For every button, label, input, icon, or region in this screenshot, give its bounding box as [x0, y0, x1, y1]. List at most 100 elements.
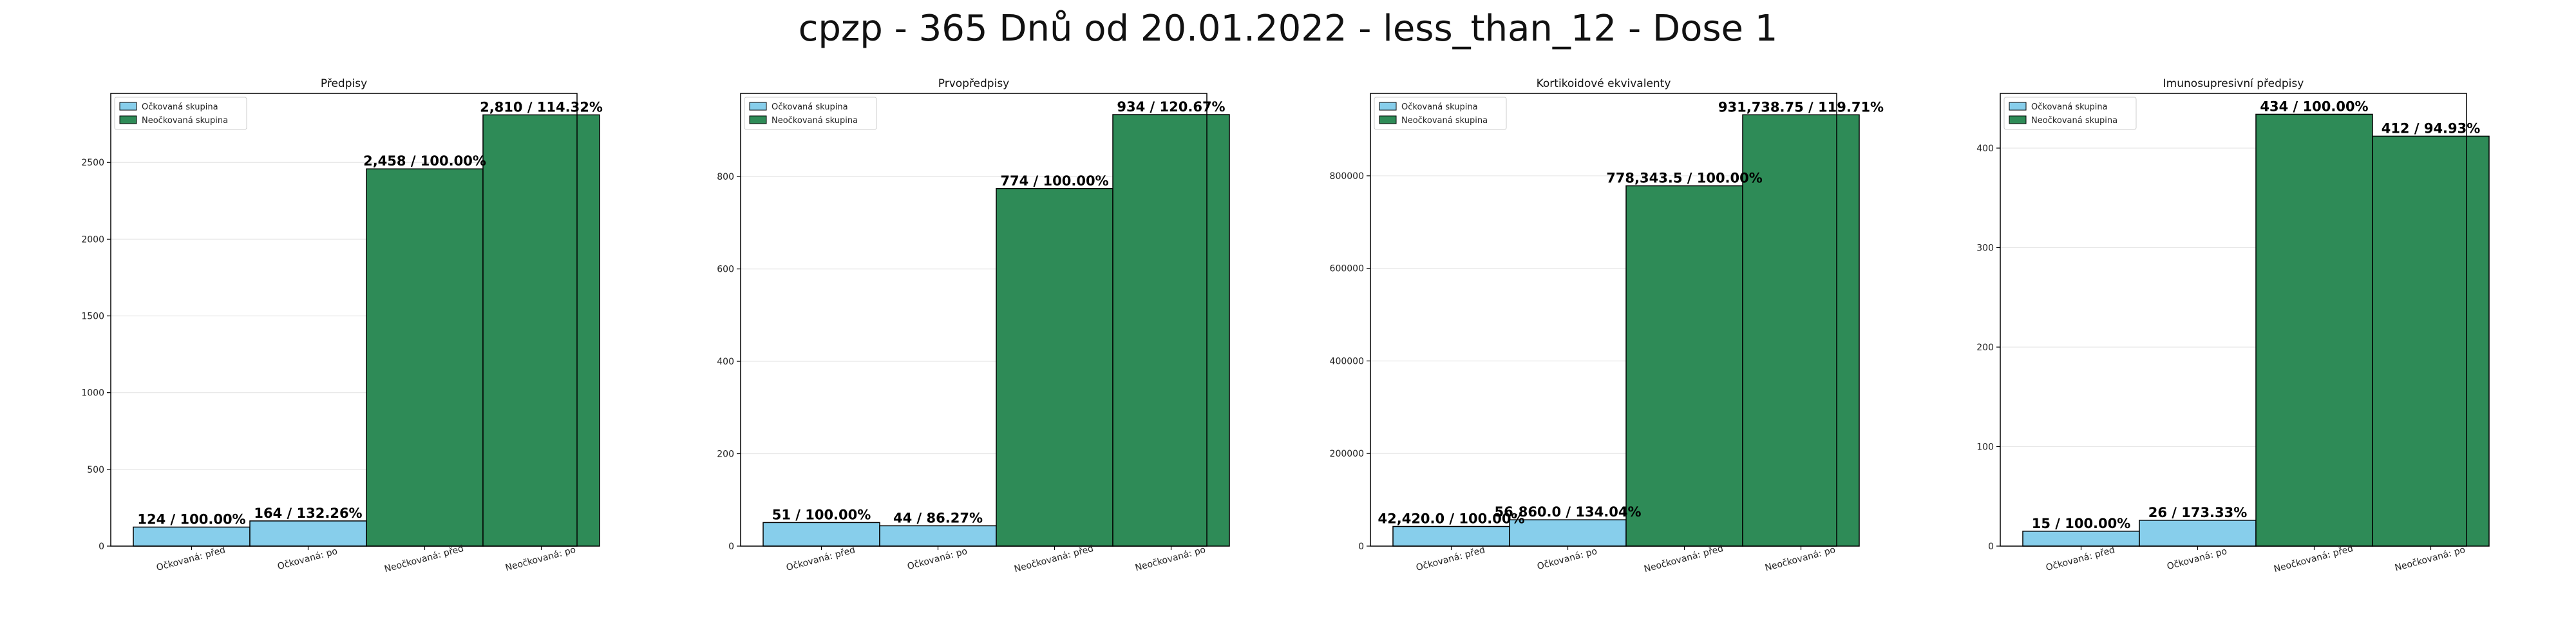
legend: Očkovaná skupina Neočkovaná skupina	[2003, 97, 2137, 130]
data-label: 412 / 94.93%	[2382, 120, 2481, 136]
y-tick-label: 400	[717, 357, 734, 367]
chart-title: Kortikoidové ekvivalenty	[1537, 77, 1671, 90]
legend-box	[114, 97, 247, 130]
axes-frame	[110, 93, 578, 547]
data-label: 931,738.75 / 119.71%	[1718, 99, 1884, 115]
axes-frame	[740, 93, 1208, 547]
bar	[1509, 519, 1627, 547]
x-tick-label: Neočkovaná: po	[504, 545, 577, 574]
y-tick-label: 0	[728, 542, 734, 552]
bar	[2022, 531, 2140, 547]
x-tick-label: Neočkovaná: před	[1643, 544, 1725, 574]
legend-swatch	[119, 102, 137, 111]
data-label: 51 / 100.00%	[772, 507, 871, 522]
y-tick-label: 0	[1358, 542, 1364, 552]
x-tick-label: Neočkovaná: po	[2394, 545, 2467, 574]
x-tick-label: Neočkovaná: po	[1134, 545, 1207, 574]
x-tick-label: Očkovaná: po	[2166, 546, 2228, 572]
bar	[482, 114, 600, 547]
data-label: 124 / 100.00%	[137, 511, 245, 527]
y-tick-label: 800	[717, 172, 734, 182]
y-tick-label: 200000	[1330, 449, 1364, 459]
axes-frame	[1370, 93, 1837, 547]
legend-label: Neočkovaná skupina	[1401, 116, 1488, 126]
data-label: 164 / 132.26%	[254, 506, 362, 521]
legend: Očkovaná skupina Neočkovaná skupina	[114, 97, 247, 130]
y-tick-label: 600	[717, 265, 734, 275]
legend-swatch	[2009, 115, 2027, 124]
x-tick-label: Neočkovaná: před	[1013, 544, 1095, 574]
chart-title: Předpisy	[321, 77, 367, 90]
legend-swatch	[1379, 102, 1397, 111]
legend-swatch	[749, 102, 767, 111]
y-tick-label: 200	[1976, 343, 1994, 353]
bar	[2255, 113, 2373, 547]
data-label: 774 / 100.00%	[1000, 173, 1108, 189]
legend-label: Očkovaná skupina	[772, 102, 848, 112]
x-tick-label: Očkovaná: před	[785, 545, 857, 573]
axes-frame	[2000, 93, 2467, 547]
data-label: 15 / 100.00%	[2032, 516, 2131, 531]
y-tick-label: 0	[99, 542, 104, 552]
figure-title: cpzp - 365 Dnů od 20.01.2022 - less_than…	[798, 8, 1778, 50]
y-tick-label: 1500	[81, 312, 104, 322]
y-tick-label: 500	[87, 465, 104, 475]
legend-swatch	[119, 115, 137, 124]
legend-label: Neočkovaná skupina	[772, 116, 858, 126]
bar	[1625, 185, 1743, 547]
data-label: 42,420.0 / 100.00%	[1378, 511, 1525, 527]
legend-label: Očkovaná skupina	[142, 102, 218, 112]
y-tick-label: 400	[1976, 144, 1994, 154]
data-label: 934 / 120.67%	[1117, 99, 1225, 115]
legend-swatch	[1379, 115, 1397, 124]
bar	[2372, 135, 2490, 547]
data-label: 56,860.0 / 134.04%	[1495, 504, 1642, 520]
bar	[366, 168, 484, 547]
x-tick-label: Neočkovaná: před	[2273, 544, 2354, 574]
chart-panel-4: 15 / 100.00% 26 / 173.33% 434 / 100.00% 412…	[1976, 77, 2490, 574]
bar	[249, 520, 367, 547]
x-tick-label: Očkovaná: po	[1536, 546, 1598, 572]
y-tick-label: 200	[717, 450, 734, 460]
data-label: 2,458 / 100.00%	[363, 153, 486, 169]
bar	[879, 525, 997, 547]
data-label: 44 / 86.27%	[893, 510, 983, 526]
x-tick-label: Očkovaná: po	[906, 546, 969, 572]
bar	[996, 188, 1113, 547]
legend-label: Očkovaná skupina	[2031, 102, 2108, 112]
data-label: 2,810 / 114.32%	[480, 99, 603, 115]
y-tick-label: 300	[1976, 243, 1994, 253]
bar	[1112, 114, 1230, 547]
legend-box	[2003, 97, 2137, 130]
legend: Očkovaná skupina Neočkovaná skupina	[1374, 97, 1507, 130]
data-label: 26 / 173.33%	[2148, 505, 2248, 520]
y-tick-label: 600000	[1330, 264, 1364, 274]
x-tick-label: Neočkovaná: před	[383, 544, 465, 574]
x-tick-label: Očkovaná: před	[155, 545, 227, 573]
legend-swatch	[2009, 102, 2027, 111]
chart-panel-2: 51 / 100.00% 44 / 86.27% 774 / 100.00% 934 …	[717, 77, 1230, 574]
x-tick-label: Očkovaná: po	[276, 546, 339, 572]
data-label: 778,343.5 / 100.00%	[1606, 171, 1763, 186]
y-tick-label: 2000	[81, 234, 104, 245]
legend-label: Neočkovaná skupina	[142, 116, 228, 126]
x-tick-label: Očkovaná: před	[1415, 545, 1486, 573]
x-tick-label: Neočkovaná: po	[1764, 545, 1837, 574]
bar	[1742, 114, 1860, 547]
y-tick-label: 1000	[81, 388, 104, 399]
y-tick-label: 800000	[1330, 171, 1364, 182]
y-tick-label: 400000	[1330, 356, 1364, 366]
bar	[1392, 526, 1510, 547]
y-tick-label: 2500	[81, 158, 104, 168]
y-tick-label: 0	[1988, 542, 1994, 552]
chart-title: Imunosupresivní předpisy	[2163, 77, 2304, 90]
legend-swatch	[749, 115, 767, 124]
legend-box	[1374, 97, 1507, 130]
chart-title: Prvopředpisy	[938, 77, 1010, 90]
legend-label: Neočkovaná skupina	[2031, 116, 2117, 126]
chart-panel-3: 42,420.0 / 100.00%56,860.0 / 134.04% 778,…	[1330, 77, 1884, 574]
legend: Očkovaná skupina Neočkovaná skupina	[744, 97, 877, 130]
data-label: 434 / 100.00%	[2260, 99, 2368, 114]
